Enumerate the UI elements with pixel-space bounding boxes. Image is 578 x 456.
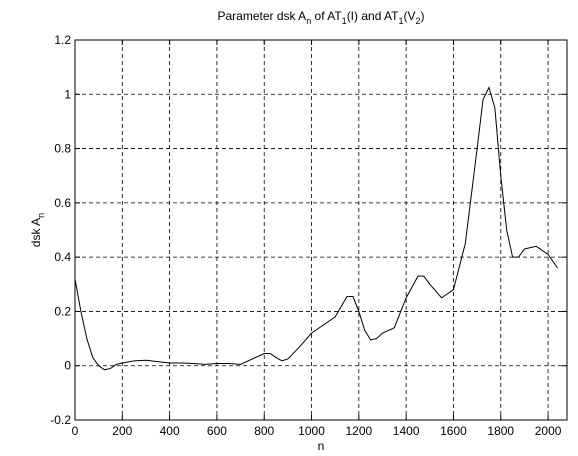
plot-frame [74, 39, 568, 421]
x-tick-label: 600 [207, 424, 227, 438]
x-tick-label: 400 [160, 424, 180, 438]
text-segment: n [306, 16, 311, 26]
y-tick-label: -0.2 [50, 413, 71, 427]
y-tick-label: 0.8 [54, 142, 71, 156]
text-segment: Parameter dsk A [217, 9, 306, 23]
text-segment: of AT [311, 9, 342, 23]
text-segment: 2 [416, 16, 421, 26]
x-tick-label: 0 [72, 424, 79, 438]
text-segment: 1 [342, 16, 347, 26]
x-tick-label: 1400 [393, 424, 420, 438]
y-tick-label: 1 [64, 87, 71, 101]
y-tick-label: 0.2 [54, 304, 71, 318]
x-tick-label: 1000 [298, 424, 325, 438]
text-segment: (I) and AT [347, 9, 399, 23]
y-tick-label: 1.2 [54, 33, 71, 47]
text-segment: 1 [398, 16, 403, 26]
data-line [74, 86, 558, 371]
x-tick-label: 1600 [440, 424, 467, 438]
text-segment: (V [404, 9, 416, 23]
y-axis-label: dsk An [29, 213, 46, 247]
x-tick-label: 1800 [487, 424, 514, 438]
text-segment: ) [421, 9, 425, 23]
x-axis-label: n [318, 439, 325, 453]
plot-area [74, 39, 568, 421]
y-tick-label: 0.4 [54, 250, 71, 264]
chart-title: Parameter dsk An of AT1(I) and AT1(V2) [217, 9, 424, 26]
x-tick-label: 2000 [535, 424, 562, 438]
text-segment: n [318, 439, 325, 453]
y-tick-label: 0 [64, 359, 71, 373]
x-tick-label: 800 [254, 424, 274, 438]
text-segment: n [36, 213, 46, 218]
x-tick-label: 1200 [345, 424, 372, 438]
text-segment: dsk A [29, 218, 43, 247]
y-tick-label: 0.6 [54, 196, 71, 210]
x-tick-label: 200 [112, 424, 132, 438]
